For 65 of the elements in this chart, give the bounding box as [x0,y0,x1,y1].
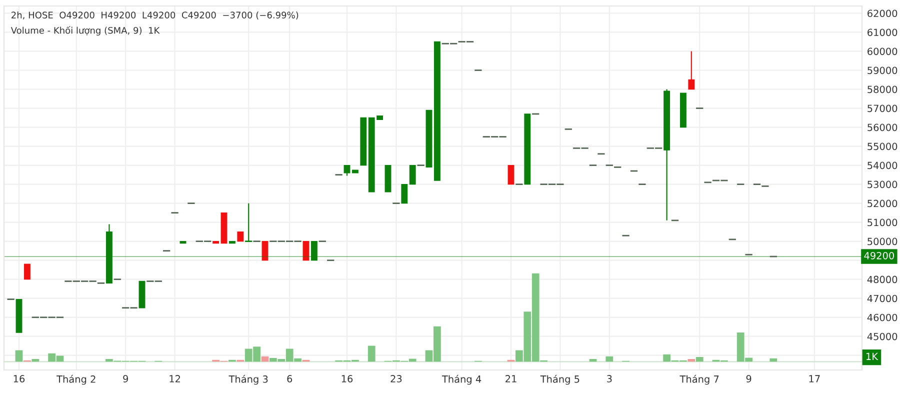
candlestick [138,280,146,308]
candlestick [228,240,236,244]
bar [688,359,696,362]
x-tick-label: Tháng 5 [540,374,580,385]
text: 2h, HOSE O49200 H49200 L49200 C49200 −3700 (−6.99%) [12,11,298,20]
candlestick [409,164,416,185]
y-tick-label: 57000 [868,104,898,112]
y-tick-label: 56000 [868,124,898,132]
candlestick [245,202,252,242]
bar [368,346,376,362]
ref-line-label: 49200 [864,252,894,260]
candlestick [262,240,268,261]
candlestick [310,240,318,261]
y-tick-label: 60000 [868,48,898,56]
y-tick-label: 47000 [867,294,898,302]
y-tick-label: 58000 [868,86,898,94]
candlestick [352,170,358,174]
x-tick-label: 6 [287,375,292,382]
y-tick-label: 59000 [868,66,898,74]
x-tick-label: 17 [809,375,820,382]
candlestick [360,117,367,166]
candlestick [524,114,531,185]
y-tick-label: 61000 [868,28,898,36]
candlestick [426,110,432,168]
candlestick [680,92,686,128]
candlestick [220,212,228,244]
y-tick-label: 51000 [868,218,898,226]
bar [606,356,614,362]
y-tick-label: 46000 [867,314,898,322]
candlestick [384,164,392,192]
bar [32,359,40,362]
bar [589,359,597,362]
x-tick-label: Tháng 2 [56,374,96,385]
y-tick-label: 50000 [868,238,898,246]
x-tick-label: 3 [607,375,612,382]
bar [770,358,778,362]
x-tick-label: Tháng 3 [228,374,268,385]
candlestick [212,240,220,244]
bar [15,350,23,362]
x-tick-label: Tháng 4 [442,374,482,385]
y-tick-label: 45000 [867,332,898,340]
x-tick-label: 9 [746,375,752,382]
candlestick [237,231,244,242]
candlestick [434,41,440,181]
candlestick [16,298,22,334]
x-tick-label: 16 [14,375,25,382]
x-tick-label: 21 [506,375,516,382]
x-tick-label: 16 [342,375,353,382]
candlestick [24,264,30,280]
text: Volume - Khối lượng (SMA, 9) 1K [10,26,160,36]
x-tick-label: 9 [123,375,128,382]
x-tick-label: 12 [170,375,180,382]
y-tick-label: 48000 [867,276,898,284]
y-tick-label: 62000 [868,10,898,18]
y-tick-label: 55000 [868,142,898,150]
candlestick [302,240,310,261]
y-tick-label: 52000 [868,200,898,208]
bar [696,357,704,362]
candlestick [401,184,408,204]
candlestick [508,164,514,185]
y-tick-label: 53000 [868,180,898,188]
x-tick-label: 23 [390,375,402,382]
text: 1K [866,352,878,360]
x-tick-label: Tháng 7 [680,374,719,385]
y-tick-label: 54000 [868,162,898,170]
